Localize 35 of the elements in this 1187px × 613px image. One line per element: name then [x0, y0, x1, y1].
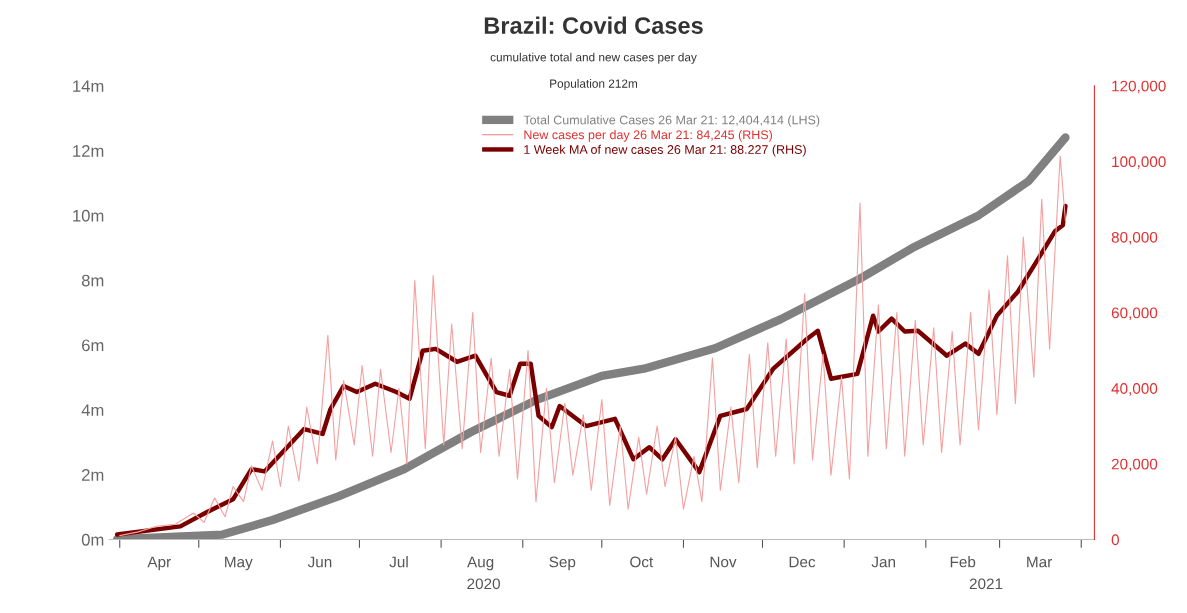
x-tick-label: Nov — [710, 556, 737, 568]
x-tick-label: Mar — [1027, 556, 1052, 568]
x-tick-label: Dec — [789, 556, 816, 568]
x-tick-label: Apr — [147, 556, 171, 571]
y2-tick-label: 0 — [1111, 534, 1119, 546]
y-tick-label: 10m — [73, 209, 104, 222]
y2-tick-label: 80,000 — [1111, 231, 1158, 245]
y-tick-label: 0m — [81, 533, 104, 546]
annotation: Population 212m — [550, 79, 638, 91]
x-tick-label: Aug — [467, 556, 494, 571]
x-tick-label: Jun — [307, 556, 332, 568]
x-tick-label: Jan — [871, 556, 895, 568]
x-tick-label: Jul — [389, 556, 408, 568]
chart-subtitle: cumulative total and new cases per day — [490, 52, 697, 64]
x-tick-label: Oct — [630, 556, 654, 568]
text: 2021 — [969, 578, 1003, 590]
y-tick-label: 12m — [73, 145, 104, 157]
y2-tick-label: 60,000 — [1111, 307, 1158, 321]
y-tick-label: 4m — [81, 404, 104, 416]
chart-title: Brazil: Covid Cases — [484, 16, 703, 34]
y2-tick-label: 40,000 — [1111, 383, 1158, 396]
y2-tick-label: 20,000 — [1111, 458, 1158, 472]
y-tick-label: 2m — [82, 469, 104, 481]
legend-label: New cases per day 26 Mar 21: 84,245 (RHS) — [524, 129, 773, 142]
legend-label: Total Cumulative Cases 26 Mar 21: 12,404,414 (LHS) — [523, 115, 820, 127]
x-tick-label: Sep — [549, 556, 576, 571]
x-tick-label: Feb — [950, 556, 976, 568]
y-tick-label: 14m — [73, 80, 104, 92]
y-tick-label: 6m — [82, 339, 104, 352]
y2-tick-label: 120,000 — [1112, 80, 1166, 94]
legend-label: 1 Week MA of new cases 26 Mar 21: 88.227 (RHS) — [524, 144, 806, 157]
text: 2020 — [467, 578, 500, 590]
y2-tick-label: 100,000 — [1112, 156, 1166, 169]
x-tick-label: May — [225, 556, 253, 571]
y-tick-label: 8m — [81, 274, 104, 287]
